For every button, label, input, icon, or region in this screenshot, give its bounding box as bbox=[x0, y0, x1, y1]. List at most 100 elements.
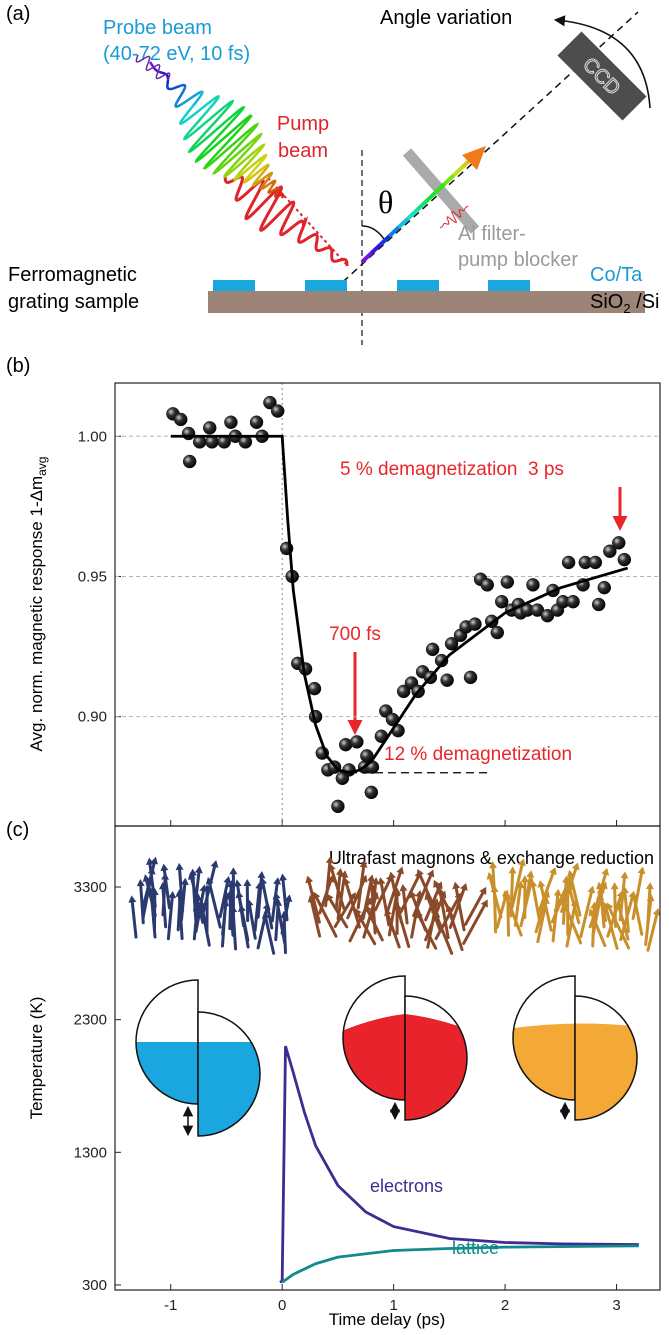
data-point bbox=[270, 404, 285, 418]
spin-arrow bbox=[464, 891, 485, 926]
probe-beam bbox=[243, 153, 268, 183]
spin-head bbox=[596, 881, 604, 890]
spin-arrow bbox=[412, 874, 433, 918]
spin-arrow bbox=[536, 901, 548, 944]
substrate-label: SiO2 /Si bbox=[590, 291, 659, 316]
y-axis-title-sub: avg bbox=[35, 457, 49, 476]
dos-fill bbox=[136, 1042, 198, 1104]
spin-arrow bbox=[491, 866, 497, 905]
spin-head bbox=[340, 870, 349, 878]
spin-head bbox=[529, 879, 538, 888]
spin-head bbox=[348, 892, 356, 901]
spin-head bbox=[128, 895, 137, 903]
spin-arrow bbox=[513, 886, 522, 927]
x-tick-label: 0 bbox=[278, 1297, 286, 1314]
spin-arrow bbox=[370, 882, 378, 921]
spin-arrow bbox=[448, 888, 466, 929]
spin-arrow bbox=[435, 884, 455, 920]
spin-arrow bbox=[560, 867, 578, 913]
grating-pad bbox=[305, 280, 347, 291]
data-point bbox=[182, 454, 197, 469]
spin-head bbox=[520, 875, 529, 883]
spin-arrow bbox=[248, 904, 257, 940]
spin-arrow bbox=[646, 913, 659, 952]
spin-head bbox=[326, 893, 334, 902]
spin-arrow bbox=[385, 871, 402, 914]
spin-arrow bbox=[569, 875, 582, 917]
dos-fill bbox=[343, 1014, 405, 1100]
spin-arrow bbox=[264, 916, 276, 955]
spin-head bbox=[305, 875, 314, 884]
data-point bbox=[263, 395, 277, 410]
spin-head bbox=[223, 875, 232, 884]
spin-arrow bbox=[310, 900, 322, 938]
spin-arrow bbox=[426, 897, 442, 932]
spin-head bbox=[566, 869, 575, 878]
probe-beam bbox=[204, 115, 253, 168]
spin-arrow bbox=[598, 887, 608, 923]
spin-head bbox=[571, 862, 580, 871]
spin-arrow bbox=[178, 868, 185, 912]
spin-head bbox=[460, 882, 468, 891]
spin-arrow bbox=[270, 882, 279, 923]
spin-head bbox=[359, 860, 368, 868]
data-point bbox=[342, 763, 356, 777]
y-axis-title: Avg. norm. magnetic response 1-Δmavg bbox=[27, 457, 49, 752]
spin-arrow bbox=[231, 910, 238, 951]
data-line bbox=[170, 434, 629, 775]
probe-beam bbox=[233, 156, 264, 182]
data-point bbox=[603, 544, 617, 558]
reflected-beam bbox=[406, 208, 419, 221]
spin-head bbox=[526, 870, 535, 878]
spin-head bbox=[175, 862, 184, 871]
y-tick-label: 0.95 bbox=[78, 568, 107, 585]
data-line bbox=[281, 1244, 639, 1284]
angle-label: Angle variation bbox=[380, 7, 512, 29]
spin-arrow bbox=[553, 879, 571, 913]
data-point bbox=[224, 415, 238, 430]
spin-arrow bbox=[361, 879, 373, 921]
data-point bbox=[597, 580, 612, 595]
spin-arrow bbox=[631, 872, 644, 920]
spin-arrow bbox=[623, 891, 630, 933]
dos-fill bbox=[405, 1014, 467, 1120]
probe-beam bbox=[169, 84, 181, 91]
probe-beam bbox=[259, 175, 271, 191]
probe-beam bbox=[202, 128, 252, 170]
y-tick-label: 300 bbox=[82, 1277, 107, 1294]
data-point bbox=[338, 737, 353, 752]
probe-beam bbox=[211, 142, 251, 175]
substrate-text: SiO bbox=[590, 291, 623, 313]
probe-beam bbox=[187, 100, 233, 138]
spin-arrow bbox=[161, 878, 167, 917]
spin-head bbox=[359, 874, 368, 883]
dos-fill bbox=[198, 1042, 260, 1136]
spin-head bbox=[273, 877, 282, 885]
x-tick-label: 3 bbox=[612, 1297, 620, 1314]
spin-head bbox=[489, 861, 498, 869]
reflected-beam bbox=[443, 173, 456, 186]
spin-arrow bbox=[401, 889, 409, 925]
spin-head bbox=[601, 867, 610, 876]
spin-arrow bbox=[281, 878, 289, 922]
setup-diagram: (a) Probe beam (40-72 eV, 10 fs) Pump be… bbox=[6, 3, 659, 345]
spin-head bbox=[136, 879, 145, 887]
spin-arrow bbox=[618, 876, 626, 922]
spin-arrow bbox=[373, 878, 392, 912]
probe-beam bbox=[151, 65, 157, 71]
grating-pad bbox=[397, 280, 439, 291]
panel-label: (b) bbox=[6, 355, 30, 377]
spin-arrow bbox=[434, 897, 460, 941]
spin-arrow bbox=[433, 910, 454, 955]
dos-outline bbox=[404, 995, 468, 1121]
spin-head bbox=[160, 863, 169, 872]
spin-arrow bbox=[390, 876, 403, 924]
spin-arrow bbox=[568, 888, 581, 925]
spin-arrow bbox=[454, 887, 466, 932]
spin-arrow bbox=[130, 900, 138, 939]
spin-head bbox=[606, 902, 614, 911]
data-point bbox=[440, 673, 454, 687]
spin-arrow bbox=[646, 887, 652, 926]
spin-arrow bbox=[537, 872, 555, 913]
angle-symbol: θ bbox=[378, 184, 393, 220]
